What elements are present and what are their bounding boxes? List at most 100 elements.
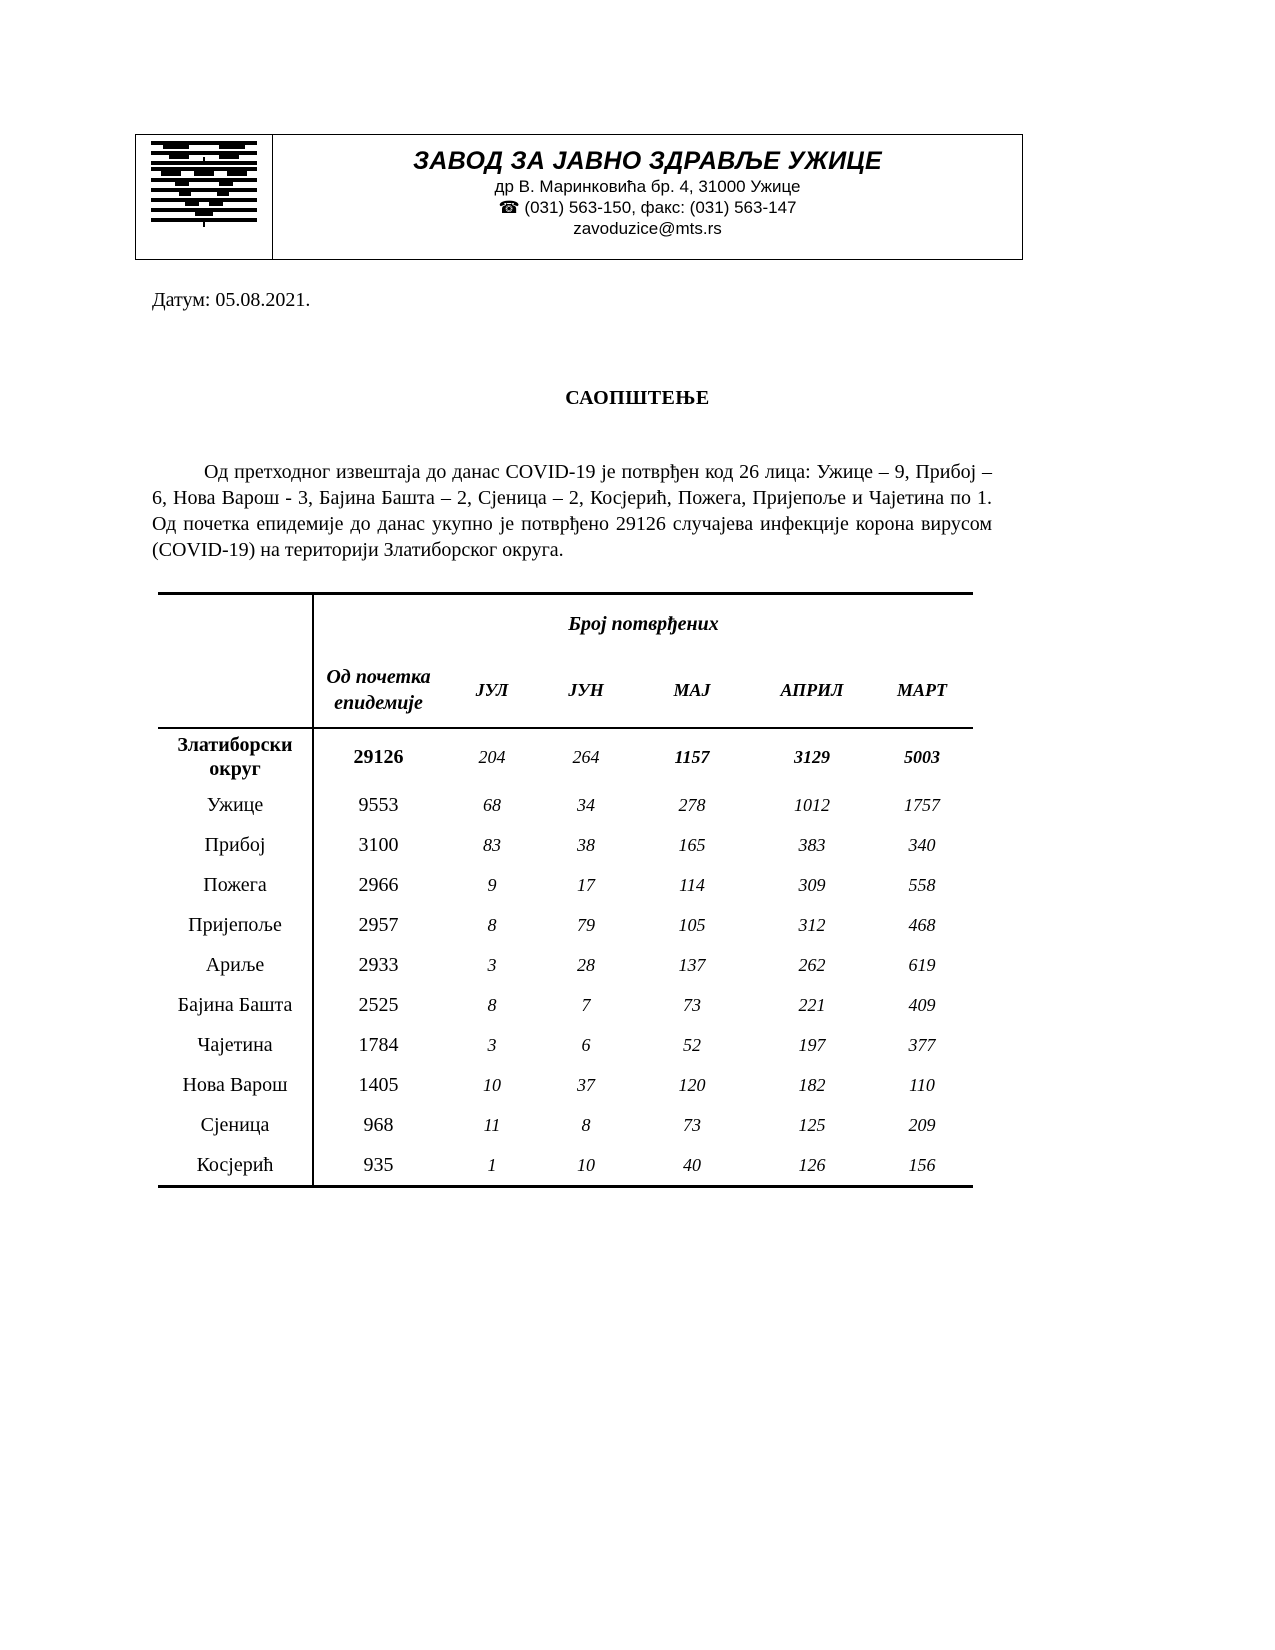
organization-address: др В. Маринковића бр. 4, 31000 Ужице [494, 177, 801, 196]
row-name: Ужице [158, 785, 314, 825]
cell: 120 [678, 1074, 706, 1095]
organization-email: zavoduzice@mts.rs [573, 219, 722, 238]
cell: 377 [908, 1034, 936, 1055]
group-header: Број потврђених [313, 592, 973, 653]
logo-cell [136, 135, 273, 259]
row-name: Бајина Башта [158, 985, 314, 1025]
institute-logo [151, 141, 257, 227]
cell: 8 [487, 994, 497, 1015]
column-header: МАЈ [631, 653, 753, 729]
cell: 1 [443, 1145, 541, 1188]
cell: 409 [908, 994, 936, 1015]
organization-phone-line: ☎ (031) 563-150, факс: (031) 563-147 [273, 197, 1022, 218]
cell: 7 [581, 994, 591, 1015]
cell: 968 [363, 1113, 394, 1136]
table-column-header-row: Од почетка епидемије ЈУЛ ЈУН МАЈ АПРИЛ М… [158, 653, 973, 729]
column-header: АПРИЛ [753, 653, 871, 729]
cell: 1757 [904, 794, 940, 815]
cell: 9 [487, 874, 497, 895]
column-header: МАРТ [871, 653, 973, 729]
cell: 197 [798, 1034, 826, 1055]
cell: 3100 [358, 833, 399, 856]
table-row: Ужице 9553 68 34 278 1012 1757 [158, 785, 973, 825]
cell: 34 [577, 794, 595, 815]
row-name: Нова Варош [158, 1065, 314, 1105]
cell: 52 [683, 1034, 701, 1055]
cell: 262 [798, 954, 826, 975]
cell: 309 [798, 874, 826, 895]
organization-info: ЗАВОД ЗА ЈАВНО ЗДРАВЉЕ УЖИЦЕ др В. Марин… [273, 135, 1022, 259]
cell: 125 [798, 1114, 826, 1135]
cell: 110 [909, 1074, 935, 1095]
cell: 9553 [358, 793, 399, 816]
cell: 126 [753, 1145, 871, 1188]
cell: 37 [577, 1074, 595, 1095]
row-name: Прибој [158, 825, 314, 865]
cell: 221 [798, 994, 826, 1015]
cell: 73 [683, 1114, 701, 1135]
cell: 1784 [358, 1033, 399, 1056]
cell: 11 [483, 1114, 501, 1135]
cell: 17 [577, 874, 595, 895]
cell: 619 [908, 954, 936, 975]
cell: 2957 [358, 913, 399, 936]
column-header: Од почетка епидемије [313, 653, 443, 729]
row-name: Чајетина [158, 1025, 314, 1065]
table-row: Бајина Башта 2525 8 7 73 221 409 [158, 985, 973, 1025]
cell: 468 [908, 914, 936, 935]
cell: 558 [908, 874, 936, 895]
cell: 264 [572, 746, 600, 767]
cell: 10 [541, 1145, 631, 1188]
cell: 38 [577, 834, 595, 855]
letterhead: ЗАВОД ЗА ЈАВНО ЗДРАВЉЕ УЖИЦЕ др В. Марин… [135, 134, 1023, 260]
column-header: ЈУЛ [443, 653, 541, 729]
row-name: Златиборски округ [158, 728, 314, 785]
organization-name: ЗАВОД ЗА ЈАВНО ЗДРАВЉЕ УЖИЦЕ [413, 147, 882, 175]
cell: 3 [487, 1034, 497, 1055]
telephone-icon: ☎ [498, 198, 520, 217]
table-row: Сјеница 968 11 8 73 125 209 [158, 1105, 973, 1145]
cell: 312 [798, 914, 826, 935]
table-row: Прибој 3100 83 38 165 383 340 [158, 825, 973, 865]
cell: 1157 [674, 746, 710, 767]
cell: 29126 [353, 745, 404, 768]
cell: 68 [483, 794, 501, 815]
cell: 209 [908, 1114, 936, 1135]
document-date: Датум: 05.08.2021. [152, 289, 311, 311]
table-row: Чајетина 1784 3 6 52 197 377 [158, 1025, 973, 1065]
cell: 6 [581, 1034, 591, 1055]
row-name: Ариље [158, 945, 314, 985]
organization-phone: (031) 563-150, факс: (031) 563-147 [524, 198, 797, 217]
cell: 8 [487, 914, 497, 935]
cell: 40 [631, 1145, 753, 1188]
cell: 935 [313, 1145, 443, 1188]
cell: 28 [577, 954, 595, 975]
cell: 137 [678, 954, 706, 975]
cell: 1012 [794, 794, 830, 815]
table-row: Ариље 2933 3 28 137 262 619 [158, 945, 973, 985]
cell: 8 [581, 1114, 591, 1135]
row-name: Косјерић [158, 1145, 314, 1188]
cell: 83 [483, 834, 501, 855]
cell: 1405 [358, 1073, 399, 1096]
table-row: Нова Варош 1405 10 37 120 182 110 [158, 1065, 973, 1105]
row-name: Сјеница [158, 1105, 314, 1145]
cell: 5003 [904, 746, 940, 767]
cell: 156 [871, 1145, 973, 1188]
announcement-paragraph: Од претходног извештаја до данас COVID-1… [152, 461, 992, 561]
cell: 340 [908, 834, 936, 855]
cell: 10 [483, 1074, 501, 1095]
cell: 2933 [358, 953, 399, 976]
cell: 3 [487, 954, 497, 975]
cases-table: Број потврђених Од почетка епидемије ЈУЛ… [158, 592, 973, 1188]
table-group-header-row: Број потврђених [158, 592, 973, 653]
cell: 73 [683, 994, 701, 1015]
cell: 2525 [358, 993, 399, 1016]
table-row: Косјерић 935 1 10 40 126 156 [158, 1145, 973, 1188]
cell: 79 [577, 914, 595, 935]
cell: 114 [679, 874, 705, 895]
cell: 2966 [358, 873, 399, 896]
cell: 278 [678, 794, 706, 815]
cell: 165 [678, 834, 706, 855]
